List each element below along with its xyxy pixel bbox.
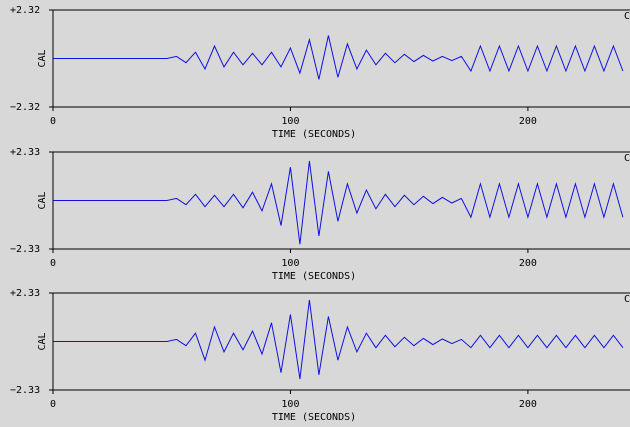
y-axis-label: CAL xyxy=(37,191,48,209)
x-tick-label: 0 xyxy=(50,116,56,127)
x-tick-label: 100 xyxy=(281,258,299,269)
x-tick-label: 0 xyxy=(50,399,56,410)
y-axis-label: CAL xyxy=(37,332,48,350)
y-tick-label: −2.33 xyxy=(10,385,40,396)
y-tick-label: −2.33 xyxy=(10,244,40,255)
corner-label: C xyxy=(624,153,630,164)
corner-label: C xyxy=(624,11,630,22)
x-tick-label: 100 xyxy=(281,399,299,410)
y-tick-label: +2.33 xyxy=(10,288,40,299)
y-axis-label: CAL xyxy=(37,49,48,67)
x-axis-label: TIME (SECONDS) xyxy=(272,412,356,423)
y-tick-label: +2.33 xyxy=(10,147,40,158)
waveform xyxy=(53,160,624,245)
x-tick-label: 0 xyxy=(50,258,56,269)
x-axis-label: TIME (SECONDS) xyxy=(272,271,356,282)
x-tick-label: 100 xyxy=(281,116,299,127)
corner-label: C xyxy=(624,294,630,305)
x-axis-label: TIME (SECONDS) xyxy=(272,129,356,140)
waveform xyxy=(53,35,624,80)
y-tick-label: +2.32 xyxy=(10,5,40,16)
y-tick-label: −2.32 xyxy=(10,102,40,113)
x-tick-label: 200 xyxy=(519,399,537,410)
x-tick-label: 200 xyxy=(519,116,537,127)
x-tick-label: 200 xyxy=(519,258,537,269)
waveform xyxy=(53,299,624,380)
